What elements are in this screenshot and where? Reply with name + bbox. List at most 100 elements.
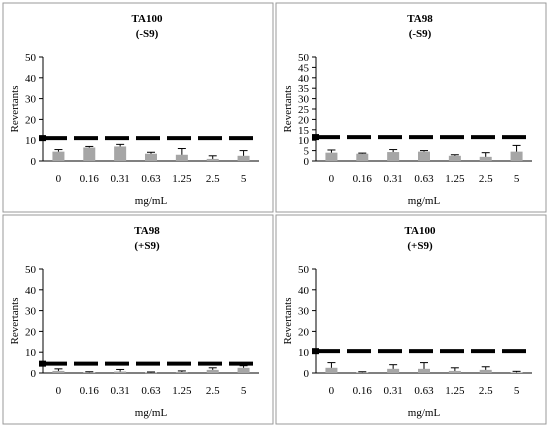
chart-panel-1: TA100 (-S9) 0 10 20 30 40 50 Revertants 0 0.16 0.31… bbox=[2, 2, 274, 213]
bar bbox=[83, 372, 96, 373]
x-tick-label: 0.31 bbox=[111, 173, 130, 185]
chart-subtitle: (-S9) bbox=[409, 28, 432, 40]
y-tick-label: 20 bbox=[298, 114, 310, 126]
y-tick-label: 0 bbox=[31, 156, 37, 168]
chart-title: TA98 bbox=[407, 13, 433, 25]
y-tick-label: 30 bbox=[298, 94, 310, 106]
x-tick-label: 0.63 bbox=[414, 385, 434, 397]
x-tick-label: 0.31 bbox=[384, 173, 403, 185]
bar bbox=[356, 153, 369, 161]
x-tick-label: 0 bbox=[56, 385, 62, 397]
x-tick-label: 0.63 bbox=[141, 385, 161, 397]
x-tick-label: 0.16 bbox=[80, 173, 100, 185]
y-tick-label: 50 bbox=[298, 264, 310, 276]
x-axis-label: mg/mL bbox=[408, 195, 441, 207]
reference-line-marker bbox=[39, 360, 46, 367]
bar bbox=[206, 369, 219, 373]
x-tick-label: 2.5 bbox=[479, 385, 493, 397]
reference-line-marker bbox=[39, 135, 46, 142]
chart-subtitle: (+S9) bbox=[134, 240, 160, 252]
x-tick-label: 0 bbox=[329, 385, 335, 397]
y-tick-label: 0 bbox=[304, 368, 310, 380]
x-tick-label: 1.25 bbox=[172, 173, 192, 185]
chart-title: TA100 bbox=[132, 13, 163, 25]
x-axis-label: mg/mL bbox=[135, 195, 168, 207]
y-tick-label: 40 bbox=[25, 285, 37, 297]
bar bbox=[479, 369, 492, 373]
y-tick-label: 0 bbox=[304, 156, 310, 168]
bar bbox=[418, 151, 430, 161]
bar bbox=[510, 151, 523, 161]
x-tick-label: 0.31 bbox=[111, 385, 130, 397]
bar bbox=[325, 152, 338, 161]
y-tick-label: 50 bbox=[25, 52, 37, 64]
bar bbox=[145, 153, 157, 161]
y-tick-label: 20 bbox=[298, 326, 310, 338]
x-tick-label: 5 bbox=[514, 173, 520, 185]
bar bbox=[83, 147, 96, 161]
y-tick-label: 10 bbox=[298, 347, 310, 359]
y-tick-label: 30 bbox=[25, 94, 37, 106]
panel-border bbox=[2, 214, 274, 425]
chart-subtitle: (+S9) bbox=[407, 240, 433, 252]
bar bbox=[114, 146, 127, 161]
y-tick-label: 10 bbox=[298, 135, 310, 147]
y-tick-label: 40 bbox=[298, 285, 310, 297]
x-tick-label: 0 bbox=[329, 173, 335, 185]
x-tick-label: 0.16 bbox=[353, 385, 373, 397]
y-tick-label: 50 bbox=[298, 52, 310, 64]
y-tick-label: 35 bbox=[298, 83, 310, 95]
x-tick-label: 0.63 bbox=[414, 173, 434, 185]
bar bbox=[237, 367, 250, 373]
chart-panel-4: TA100 (+S9) 0 10 20 30 40 50 Revertants 0 0.16 0.31… bbox=[275, 214, 547, 425]
y-tick-label: 30 bbox=[25, 306, 37, 318]
bar bbox=[52, 370, 65, 373]
y-axis-label: Revertants bbox=[9, 297, 21, 344]
chart-title: TA100 bbox=[405, 225, 436, 237]
y-tick-label: 20 bbox=[25, 114, 37, 126]
y-tick-label: 40 bbox=[25, 73, 37, 85]
x-tick-label: 0.16 bbox=[353, 173, 373, 185]
x-tick-label: 5 bbox=[241, 385, 247, 397]
bar bbox=[325, 367, 338, 373]
bar bbox=[356, 372, 369, 373]
x-tick-label: 2.5 bbox=[479, 173, 493, 185]
panel-border bbox=[275, 2, 547, 213]
y-axis-label: Revertants bbox=[9, 85, 21, 132]
reference-line-marker bbox=[312, 348, 319, 355]
bar bbox=[418, 368, 430, 373]
y-tick-label: 10 bbox=[25, 135, 37, 147]
x-tick-label: 2.5 bbox=[206, 385, 220, 397]
y-tick-label: 0 bbox=[31, 368, 37, 380]
x-tick-label: 1.25 bbox=[445, 385, 465, 397]
x-tick-label: 0.63 bbox=[141, 173, 161, 185]
bar bbox=[510, 372, 523, 373]
x-tick-label: 0.16 bbox=[80, 385, 100, 397]
y-tick-label: 30 bbox=[298, 306, 310, 318]
y-tick-label: 10 bbox=[25, 347, 37, 359]
x-tick-label: 0.31 bbox=[384, 385, 403, 397]
chart-panel-3: TA98 (+S9) 0 10 20 30 40 50 Revertants 0 0.16 0.31 0… bbox=[2, 214, 274, 425]
x-axis-label: mg/mL bbox=[135, 407, 168, 419]
bar bbox=[114, 371, 127, 373]
x-tick-label: 1.25 bbox=[172, 385, 192, 397]
reference-line-marker bbox=[312, 134, 319, 141]
x-axis-label: mg/mL bbox=[408, 407, 441, 419]
y-tick-label: 5 bbox=[304, 146, 310, 158]
x-tick-label: 5 bbox=[514, 385, 520, 397]
bar bbox=[448, 155, 461, 161]
y-tick-label: 50 bbox=[25, 264, 37, 276]
y-tick-label: 15 bbox=[298, 125, 310, 137]
bar bbox=[145, 372, 157, 374]
bar bbox=[479, 156, 492, 161]
bar bbox=[237, 155, 250, 161]
chart-panel-2: TA98(-S9)05101520253035404550Revertants0… bbox=[275, 2, 547, 213]
y-axis-label: Revertants bbox=[282, 85, 294, 132]
y-tick-label: 25 bbox=[298, 104, 310, 116]
bar bbox=[52, 151, 65, 161]
x-tick-label: 0 bbox=[56, 173, 62, 185]
y-tick-label: 40 bbox=[298, 73, 310, 85]
x-tick-label: 2.5 bbox=[206, 173, 220, 185]
bar bbox=[175, 371, 188, 373]
